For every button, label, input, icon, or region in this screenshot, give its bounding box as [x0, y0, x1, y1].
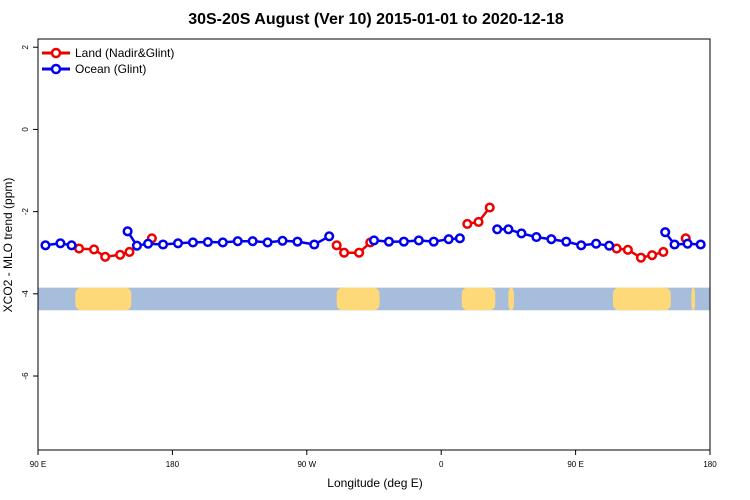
ocean-point-3-0	[492, 224, 503, 235]
land-point-2-0	[331, 240, 342, 251]
land-band-3	[508, 287, 514, 311]
ocean-point-1-5	[187, 237, 198, 248]
ocean-point-0-2	[66, 240, 77, 251]
ocean-point-1-6	[202, 236, 213, 248]
x-axis-label: Longitude (deg E)	[327, 476, 422, 490]
x-tick-label-2: 90 W	[297, 460, 316, 469]
ocean-point-3-8	[604, 240, 615, 251]
ocean-point-2-0	[368, 235, 380, 246]
y-tick-label-0: 2	[21, 44, 30, 49]
ocean-point-1-11	[277, 235, 288, 246]
ocean-point-3-5	[561, 236, 572, 247]
land-point-4-3	[647, 250, 658, 261]
ocean-point-2-4	[428, 236, 439, 247]
ocean-point-1-1	[131, 240, 142, 251]
x-tick-label-5: 180	[703, 460, 717, 469]
y-axis-label: XCO2 - MLO trend (ppm)	[1, 178, 15, 313]
ocean-point-3-3	[531, 232, 542, 243]
ocean-point-3-7	[591, 238, 602, 249]
ocean-point-1-13	[309, 239, 320, 250]
ocean-point-1-9	[247, 236, 258, 247]
ocean-series-line-4	[664, 231, 701, 246]
land-point-4-4	[658, 246, 669, 257]
y-tick-label-1: 0	[21, 127, 30, 132]
ocean-point-0-1	[55, 238, 66, 249]
y-tick-label-2: -2	[21, 208, 30, 216]
ocean-point-2-2	[398, 236, 409, 247]
land-point-3-1	[473, 216, 484, 227]
series-layer	[40, 202, 706, 263]
land-point-2-1	[339, 247, 350, 258]
ocean-point-1-0	[122, 226, 133, 237]
ocean-point-1-3	[158, 239, 169, 250]
legend-land-marker	[50, 47, 62, 59]
land-point-0-2	[100, 251, 111, 262]
ocean-point-1-10	[262, 237, 273, 248]
plot-frame	[37, 38, 711, 451]
ocean-point-1-4	[172, 238, 184, 249]
ocean-point-1-2	[143, 238, 154, 249]
land-point-4-1	[622, 244, 633, 255]
land-series-line-2	[335, 241, 372, 254]
ocean-point-3-6	[576, 240, 587, 251]
x-axis: 90 E 180 90 W 0 90 E 180	[30, 450, 717, 469]
ocean-point-3-1	[503, 224, 514, 235]
land-band-5	[691, 287, 696, 311]
land-point-0-1	[88, 244, 100, 255]
land-band-2	[461, 287, 496, 311]
land-point-0-3	[115, 249, 126, 260]
ocean-point-3-4	[546, 234, 557, 245]
legend-land-label: Land (Nadir&Glint)	[75, 46, 174, 60]
land-point-3-2	[484, 202, 495, 213]
x-tick-label-4: 90 E	[567, 460, 583, 469]
land-band-0	[75, 287, 132, 311]
land-band-4	[612, 287, 671, 311]
y-axis: 2 0 -2 -4 -6	[21, 44, 38, 380]
y-tick-label-3: -4	[21, 290, 30, 298]
ocean-point-4-3	[695, 239, 706, 250]
land-point-0-4	[124, 246, 135, 257]
ocean-point-2-5	[443, 234, 454, 245]
chart-title: 30S-20S August (Ver 10) 2015-01-01 to 20…	[188, 11, 564, 28]
land-band-1	[336, 287, 380, 311]
ocean-point-1-8	[232, 236, 243, 247]
ocean-point-2-3	[413, 235, 424, 246]
ocean-point-0-0	[40, 240, 51, 251]
legend-ocean-label: Ocean (Glint)	[75, 62, 146, 76]
ocean-point-4-1	[669, 239, 680, 250]
x-tick-label-3: 0	[439, 460, 444, 469]
ocean-point-4-0	[660, 227, 671, 238]
land-point-4-2	[635, 252, 646, 263]
ocean-point-1-7	[217, 237, 228, 248]
ocean-point-3-2	[516, 228, 527, 239]
land-point-3-0	[462, 218, 473, 229]
x-tick-label-0: 90 E	[30, 460, 46, 469]
ocean-point-1-14	[324, 231, 335, 242]
legend: Land (Nadir&Glint) Ocean (Glint)	[42, 46, 174, 76]
legend-ocean-marker	[50, 63, 62, 75]
ocean-point-4-2	[682, 238, 693, 249]
ocean-point-2-6	[454, 233, 465, 244]
land-point-2-2	[354, 247, 365, 258]
x-tick-label-1: 180	[166, 460, 180, 469]
y-tick-label-4: -6	[21, 372, 30, 380]
ocean-point-1-12	[292, 236, 303, 247]
ocean-point-2-1	[383, 236, 394, 247]
surface-band	[38, 287, 710, 311]
